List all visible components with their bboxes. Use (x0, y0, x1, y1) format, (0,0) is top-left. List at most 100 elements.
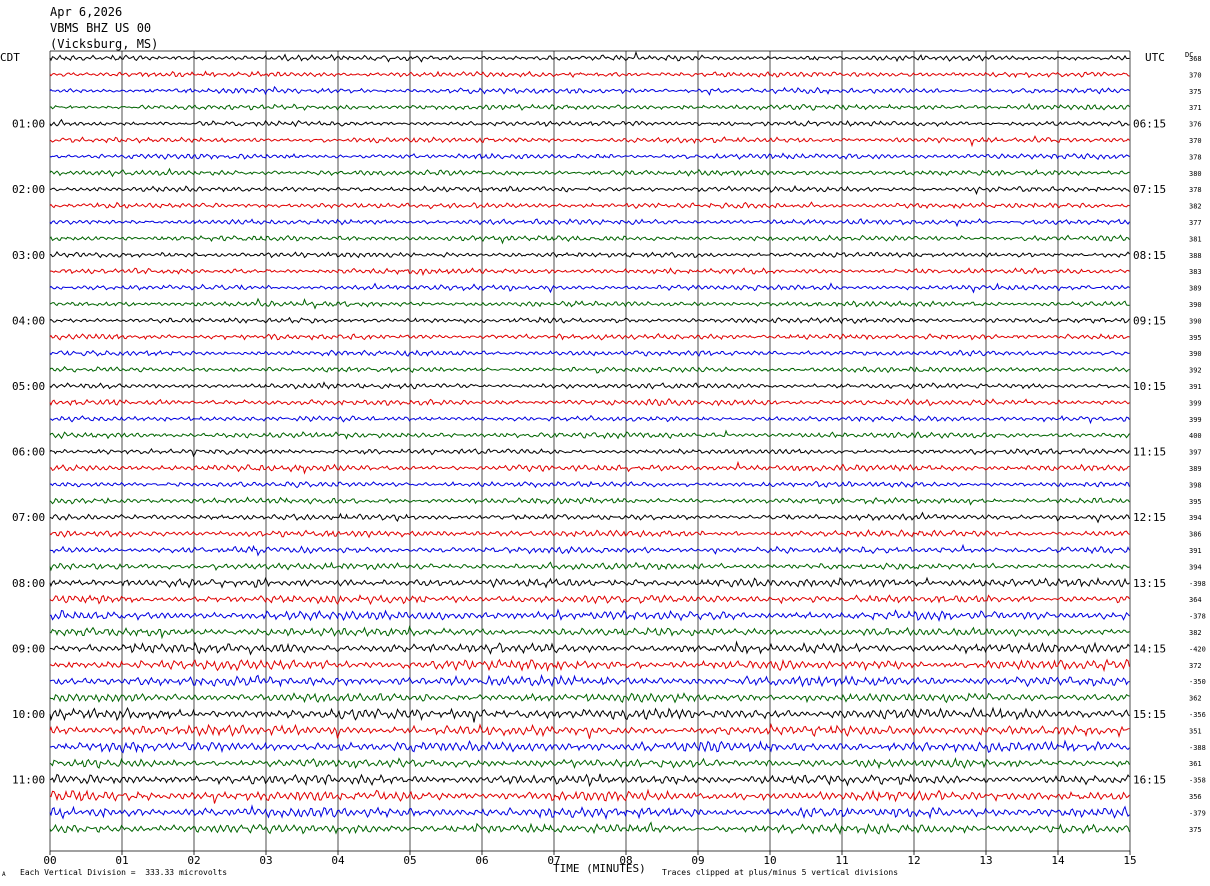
x-tick-label: 10 (763, 854, 776, 867)
dc-value: 390 (1189, 317, 1202, 325)
x-tick-label: 06 (475, 854, 488, 867)
dc-value: 382 (1189, 629, 1202, 637)
trace-line (49, 673, 1130, 688)
hour-label-cdt: 02:00 (12, 183, 45, 196)
trace-line (49, 447, 1130, 458)
trace-line (49, 297, 1130, 310)
x-tick-label: 12 (907, 854, 920, 867)
hour-label-utc: 07:15 (1133, 183, 1166, 196)
trace-line (49, 85, 1130, 96)
trace-line (49, 804, 1130, 820)
dc-value: 362 (1189, 695, 1202, 703)
dc-value: 388 (1189, 252, 1202, 260)
hour-label-utc: 12:15 (1133, 511, 1166, 524)
trace-line (49, 366, 1130, 374)
trace-line (49, 267, 1130, 277)
dc-value: 376 (1189, 121, 1202, 129)
trace-line (49, 658, 1130, 673)
dc-value: 351 (1189, 727, 1202, 735)
dc-value: 386 (1189, 531, 1202, 539)
trace-line (49, 70, 1130, 79)
hour-label-utc: 14:15 (1133, 642, 1166, 655)
trace-line (49, 529, 1130, 539)
hour-label-utc: 09:15 (1133, 314, 1166, 327)
trace-line (49, 414, 1130, 425)
corner-mark: A (2, 871, 6, 878)
trace-line (49, 625, 1130, 640)
dc-value: 364 (1189, 596, 1202, 604)
trace-line (49, 722, 1130, 739)
x-tick-label: 11 (835, 854, 848, 867)
dc-value: -379 (1189, 809, 1206, 817)
dc-value: 372 (1189, 662, 1202, 670)
dc-value: 375 (1189, 826, 1202, 834)
dc-value: -420 (1189, 645, 1206, 653)
trace-line (49, 576, 1130, 589)
trace-line (49, 821, 1130, 835)
trace-line (49, 234, 1130, 245)
helicorder-date: Apr 6,2026 (50, 5, 123, 19)
trace-line (49, 706, 1130, 723)
trace-line (49, 608, 1130, 622)
dc-value: -350 (1189, 678, 1206, 686)
dc-value: -378 (1189, 613, 1206, 621)
dc-value: 382 (1189, 203, 1202, 211)
trace-line (49, 757, 1130, 770)
trace-line (49, 118, 1130, 128)
dc-value: 381 (1189, 235, 1202, 243)
trace-line (49, 594, 1130, 606)
dc-value: -388 (1189, 744, 1206, 752)
dc-value: 377 (1189, 219, 1202, 227)
x-tick-label: 05 (403, 854, 416, 867)
dc-value: 391 (1189, 383, 1202, 391)
dc-value: 375 (1189, 88, 1202, 96)
trace-line (49, 316, 1130, 325)
trace-line (49, 692, 1130, 704)
dc-value: -356 (1189, 711, 1206, 719)
trace-line (49, 561, 1130, 572)
dc-value: 390 (1189, 301, 1202, 309)
x-tick-label: 15 (1123, 854, 1136, 867)
dc-value: 392 (1189, 367, 1202, 375)
x-axis-title: TIME (MINUTES) (553, 862, 646, 875)
dc-value: -358 (1189, 777, 1206, 785)
left-timezone-label: CDT (0, 51, 20, 64)
dc-value: 395 (1189, 498, 1202, 506)
x-tick-label: 07 (547, 854, 560, 867)
hour-label-utc: 13:15 (1133, 577, 1166, 590)
station-location: (Vicksburg, MS) (50, 37, 159, 51)
dc-value: 390 (1189, 350, 1202, 358)
hour-label-utc: 16:15 (1133, 774, 1166, 787)
trace-line (49, 135, 1130, 148)
trace-line (49, 398, 1130, 407)
dc-label: DC (1185, 51, 1193, 59)
right-timezone-label: UTC (1145, 51, 1165, 64)
x-tick-label: 14 (1051, 854, 1065, 867)
dc-value: 361 (1189, 760, 1202, 768)
dc-value: 398 (1189, 481, 1202, 489)
hour-label-cdt: 11:00 (12, 774, 45, 787)
trace-line (49, 50, 1130, 63)
scale-note: Each Vertical Division = 333.33 microvol… (20, 868, 228, 877)
hour-label-utc: 08:15 (1133, 249, 1166, 262)
trace-line (49, 184, 1130, 196)
hour-label-cdt: 04:00 (12, 314, 45, 327)
hour-label-cdt: 05:00 (12, 380, 45, 393)
trace-line (49, 543, 1130, 557)
hour-label-utc: 11:15 (1133, 446, 1166, 459)
clip-note: Traces clipped at plus/minus 5 vertical … (662, 868, 899, 877)
hour-label-cdt: 08:00 (12, 577, 45, 590)
trace-line (49, 218, 1130, 228)
dc-value: 395 (1189, 334, 1202, 342)
dc-value: 391 (1189, 547, 1202, 555)
trace-line (49, 460, 1130, 475)
x-tick-label: 09 (691, 854, 704, 867)
trace-line (49, 102, 1130, 111)
trace-line (49, 429, 1130, 440)
dc-value: 380 (1189, 170, 1202, 178)
trace-line (49, 480, 1130, 489)
dc-value: 378 (1189, 186, 1202, 194)
dc-value: 389 (1189, 465, 1202, 473)
trace-line (49, 282, 1130, 294)
